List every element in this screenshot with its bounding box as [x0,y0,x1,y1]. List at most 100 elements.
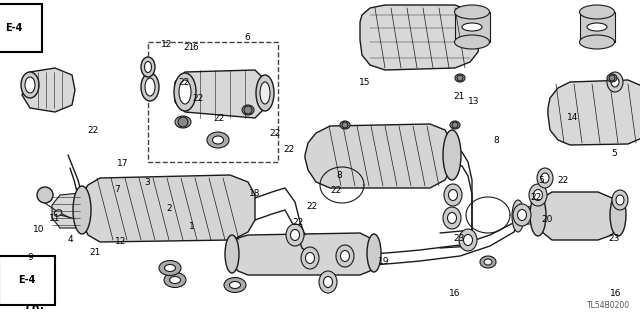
Ellipse shape [212,136,223,144]
Ellipse shape [463,234,472,246]
Ellipse shape [612,190,628,210]
Polygon shape [518,206,538,224]
Text: 22: 22 [87,126,99,135]
Ellipse shape [450,121,460,129]
FancyArrowPatch shape [22,290,52,298]
Polygon shape [305,124,452,188]
Ellipse shape [25,77,35,93]
Text: 15: 15 [359,78,371,87]
Ellipse shape [616,195,624,205]
Text: 4: 4 [68,235,73,244]
Ellipse shape [170,277,180,284]
Ellipse shape [340,121,350,129]
Text: 22: 22 [557,176,569,185]
Polygon shape [538,192,618,240]
Text: FR.: FR. [26,301,45,311]
Polygon shape [580,12,615,42]
Ellipse shape [449,189,458,201]
Ellipse shape [224,278,246,293]
Ellipse shape [174,73,196,111]
Circle shape [37,187,53,203]
Text: TL54B0200: TL54B0200 [587,301,630,310]
Ellipse shape [607,74,617,82]
Ellipse shape [367,234,381,272]
Ellipse shape [610,194,626,236]
Text: 22: 22 [531,193,542,202]
Ellipse shape [141,73,159,101]
Ellipse shape [141,57,155,77]
Ellipse shape [443,130,461,180]
Text: 19: 19 [378,257,390,266]
Text: 5: 5 [612,149,617,158]
Ellipse shape [301,247,319,269]
Ellipse shape [164,264,175,271]
Ellipse shape [518,210,527,220]
Ellipse shape [579,35,614,49]
Text: 22: 22 [307,202,318,211]
Text: 13: 13 [468,97,479,106]
Text: 2: 2 [167,204,172,213]
Text: 22: 22 [179,78,190,87]
Text: 21: 21 [89,248,100,256]
Ellipse shape [164,272,186,287]
Text: 22: 22 [269,129,281,138]
Polygon shape [52,193,80,228]
Polygon shape [80,175,255,242]
Ellipse shape [534,189,543,201]
Text: 10: 10 [33,225,44,234]
Polygon shape [230,233,374,275]
Ellipse shape [443,207,461,229]
Ellipse shape [447,212,456,224]
Circle shape [609,75,615,81]
Ellipse shape [444,184,462,206]
Text: 6: 6 [245,33,250,42]
Text: 8: 8 [337,171,342,180]
Ellipse shape [256,75,274,111]
Text: 20: 20 [541,215,553,224]
Text: 23: 23 [609,234,620,243]
Ellipse shape [462,23,482,31]
Text: 3: 3 [145,178,150,187]
Text: E-4: E-4 [5,23,22,33]
Text: 8: 8 [493,137,499,145]
Ellipse shape [145,62,152,72]
Ellipse shape [260,82,270,104]
Ellipse shape [537,168,553,188]
Polygon shape [22,68,75,112]
Ellipse shape [336,245,354,267]
Polygon shape [455,12,490,42]
Text: 18: 18 [249,189,260,198]
Ellipse shape [286,224,304,246]
Ellipse shape [159,261,181,276]
Ellipse shape [484,259,492,265]
Text: 17: 17 [117,159,129,168]
Ellipse shape [225,235,239,273]
Circle shape [178,117,188,127]
Ellipse shape [454,5,490,19]
Text: 11: 11 [49,214,60,223]
Ellipse shape [145,78,155,96]
Ellipse shape [454,35,490,49]
Ellipse shape [21,72,39,98]
Circle shape [452,122,458,128]
Ellipse shape [340,250,349,262]
Text: 12: 12 [115,237,126,246]
Text: 12: 12 [161,40,172,48]
Circle shape [457,75,463,81]
Ellipse shape [323,277,333,287]
Ellipse shape [179,80,191,104]
Ellipse shape [175,116,191,128]
Ellipse shape [529,184,547,206]
Ellipse shape [242,105,254,115]
Text: E-4: E-4 [18,275,36,285]
Ellipse shape [319,271,337,293]
Text: 21: 21 [183,43,195,52]
Text: 21: 21 [454,92,465,101]
Polygon shape [548,80,640,145]
Ellipse shape [541,173,549,183]
Ellipse shape [513,204,531,226]
Text: 7: 7 [115,185,120,194]
Ellipse shape [54,210,62,216]
Text: 14: 14 [567,113,579,122]
Ellipse shape [611,77,619,87]
